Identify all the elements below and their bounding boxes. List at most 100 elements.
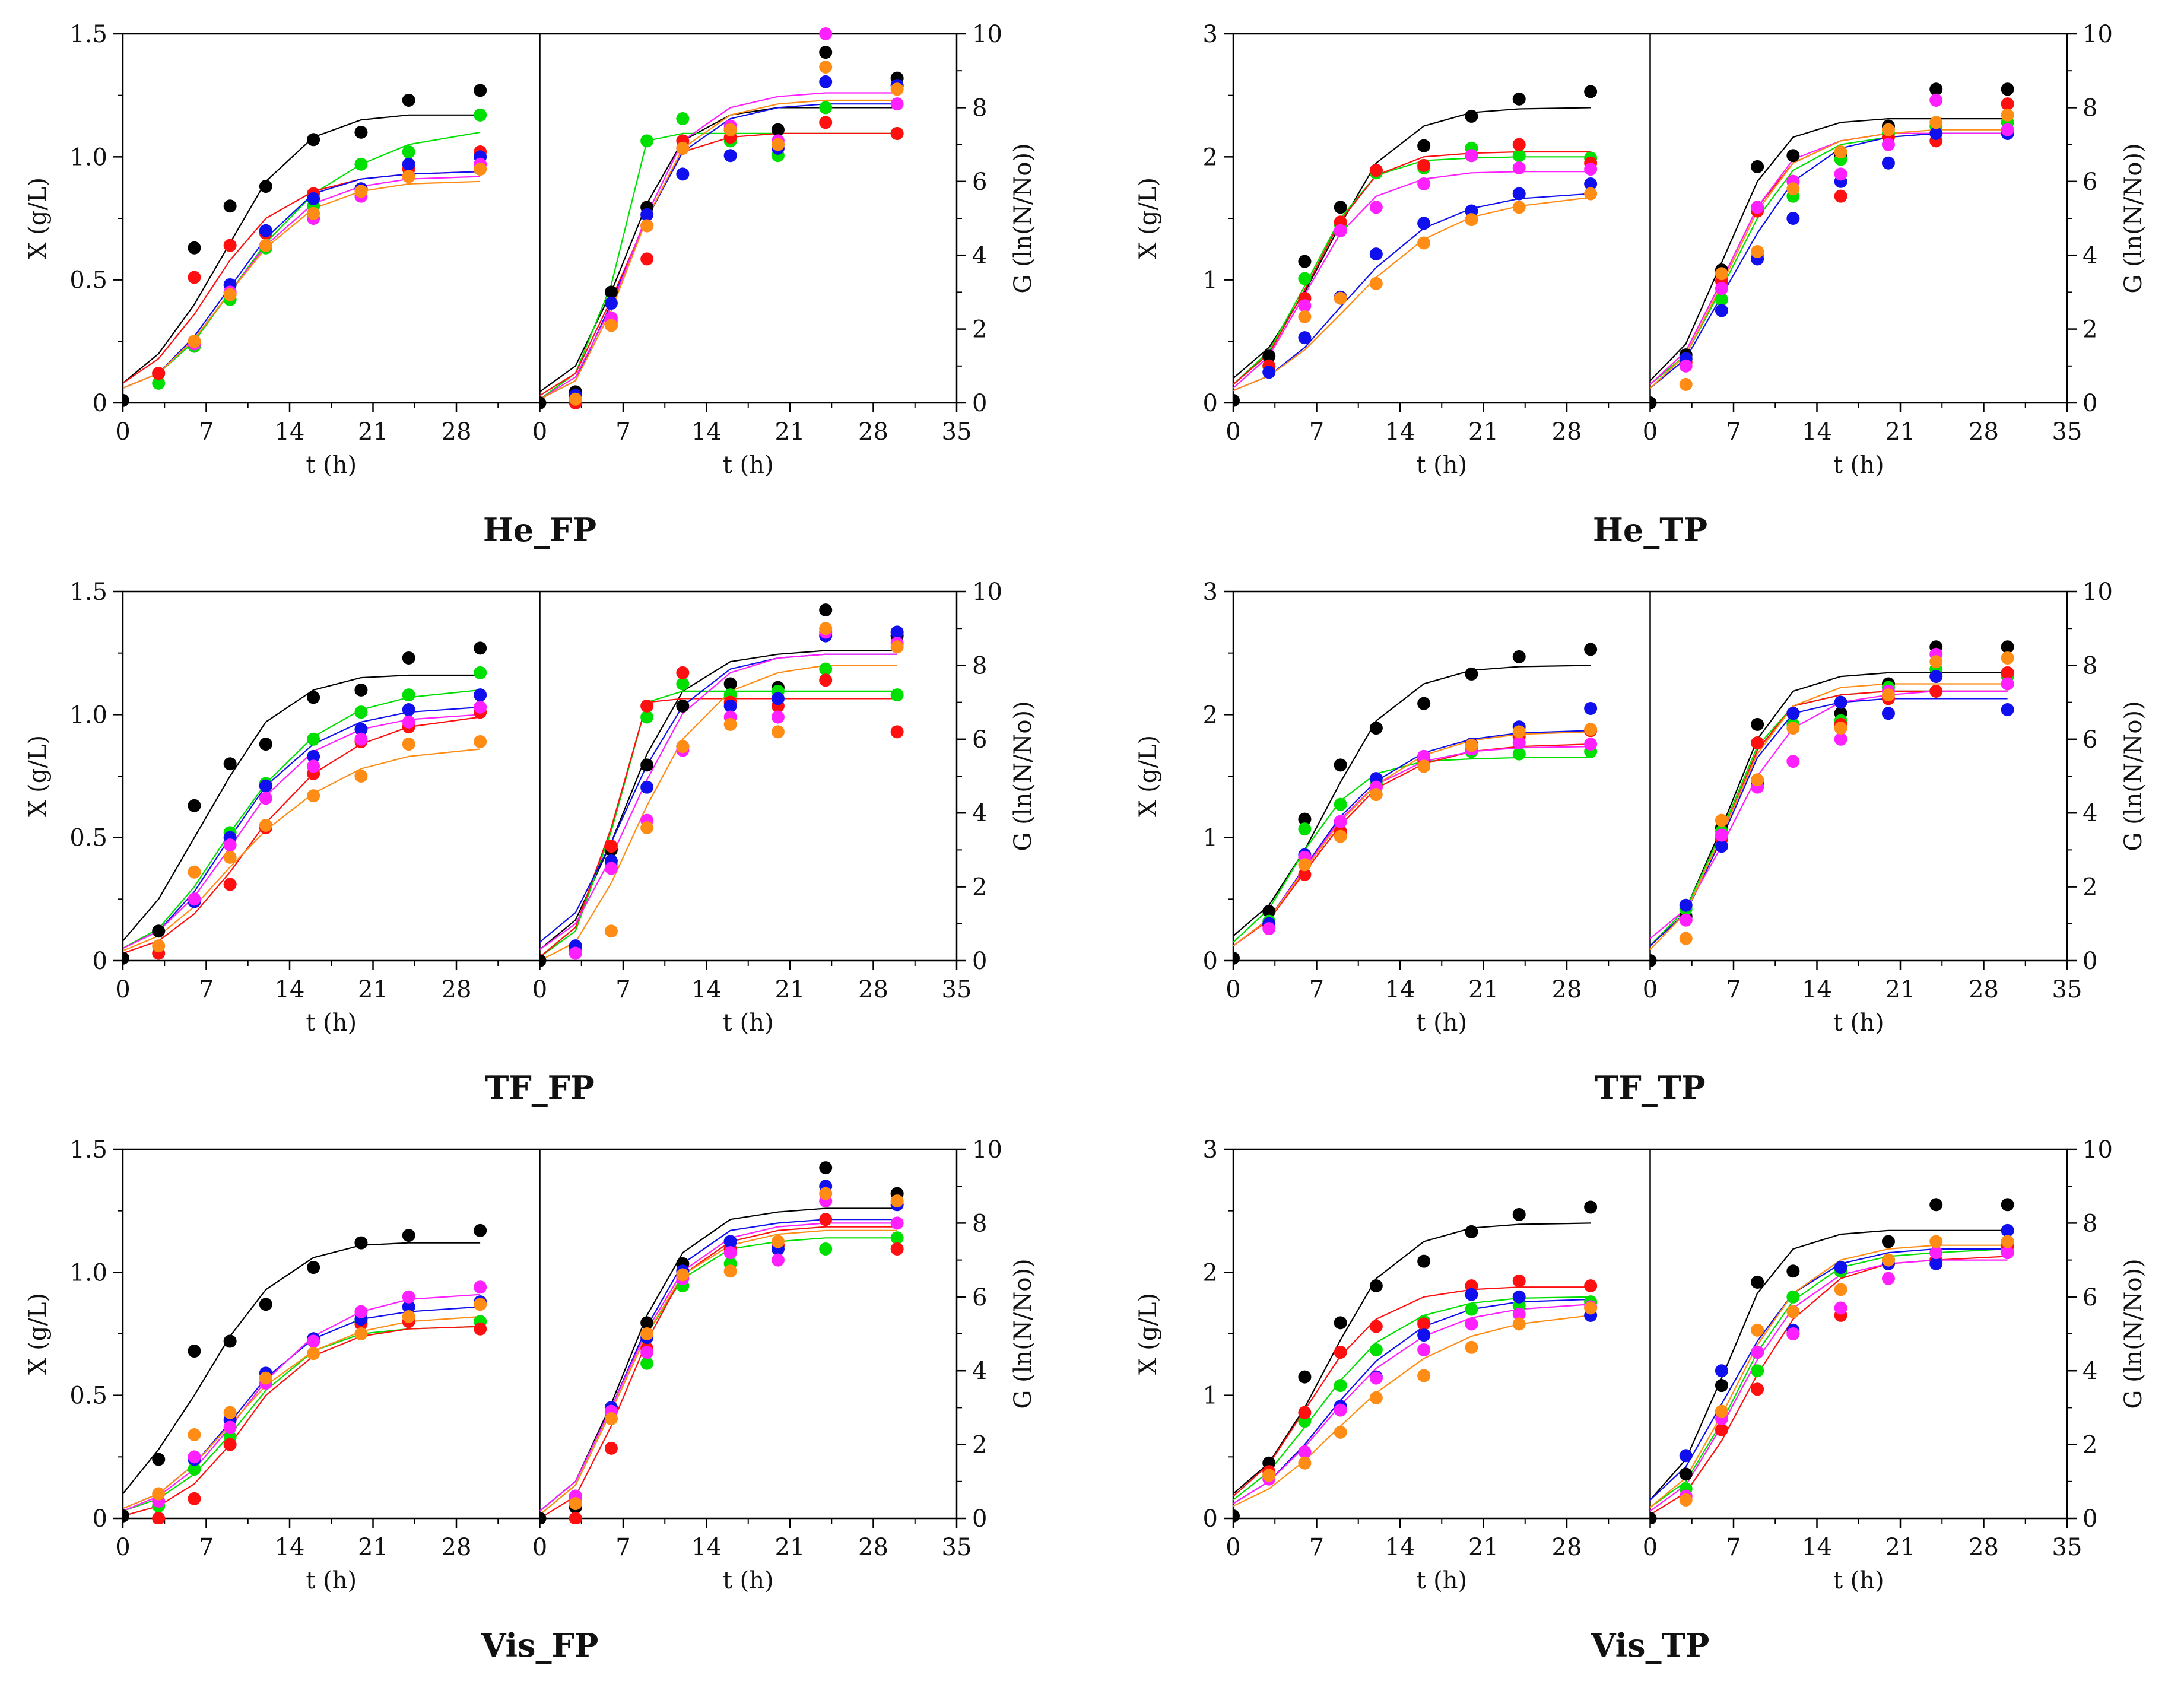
data-point-blue [1881,156,1895,170]
data-point-magenta [1262,922,1276,936]
data-point-red [1715,1423,1728,1436]
x-tick-label: 0 [1643,418,1658,446]
data-point-red [819,1213,833,1226]
data-point-black [1465,667,1478,681]
x-tick-label: 14 [691,1534,722,1561]
y-tick-label: 8 [2083,1210,2097,1237]
data-point-green [819,101,833,115]
data-point-red [1417,158,1431,172]
data-point-orange [1512,725,1526,739]
data-point-magenta [1751,1346,1764,1359]
data-point-green [152,376,166,390]
fit-curve-black [1233,1222,1591,1495]
y-tick-label: 0 [2083,390,2097,417]
y-tick-label: 2 [2083,1432,2097,1459]
data-point-orange [890,640,904,654]
data-point-red [640,699,654,713]
y-tick-label: 1.5 [69,21,107,48]
data-point-orange [474,163,487,176]
data-point-orange [307,1347,320,1361]
y-axis-label-left: X (g/L) [24,177,52,259]
data-point-magenta [2001,677,2014,691]
data-point-magenta [890,97,904,111]
data-point-blue [1929,1257,1943,1270]
data-point-blue [1584,177,1598,190]
x-tick-label: 28 [858,1534,888,1561]
left-subplot: 0 7 14 21 28 t (h) 0 1 2 3 X (g/L) [1135,1136,1610,1594]
y-tick-label: 10 [972,579,1002,606]
x-tick-label: 0 [532,976,547,1003]
x-axis-label: t (h) [1416,1009,1467,1037]
data-point-red [569,1512,582,1524]
data-point-red [819,673,833,687]
data-point-magenta [1298,299,1312,313]
data-point-orange [1369,1391,1383,1404]
data-point-red [890,1242,904,1256]
x-tick-label: 0 [1643,1534,1658,1561]
x-tick-label: 21 [1885,418,1916,446]
data-point-orange [771,1235,785,1248]
fit-curve-green [1233,757,1591,943]
data-point-black [539,396,547,409]
data-point-black [223,199,237,213]
data-point-orange [2001,1235,2014,1248]
data-point-red [474,1322,487,1336]
fit-curve-red [1233,1286,1591,1497]
x-tick-label: 35 [2052,976,2083,1003]
fit-curve-black [539,1207,897,1512]
data-point-black [123,951,129,965]
data-layer [123,84,487,407]
data-point-black [1929,1198,1943,1212]
data-point-black [676,699,690,713]
x-tick-label: 35 [942,976,972,1003]
data-point-orange [1334,291,1347,305]
data-point-green [819,662,833,676]
data-point-blue [1465,1288,1478,1301]
data-point-blue [1929,126,1943,140]
fit-curve-black [539,650,897,951]
data-point-magenta [474,1280,487,1294]
data-point-black [223,1334,237,1348]
data-point-blue [1786,212,1800,225]
data-point-red [604,1441,618,1455]
data-point-green [188,1463,201,1476]
data-point-orange [1334,1425,1347,1439]
x-tick-label: 7 [199,1534,214,1561]
fit-curve-magenta [1650,132,2008,385]
data-point-black [1298,255,1312,268]
y-tick-label: 4 [2083,800,2097,827]
panel-title: He_FP [483,511,596,549]
y-tick-label: 8 [972,1210,987,1237]
data-point-orange [1584,1301,1598,1315]
data-point-magenta [1465,149,1478,163]
data-point-black [259,180,272,193]
y-tick-label: 1.5 [69,579,107,606]
fit-curve-magenta [539,92,897,400]
data-point-black [771,123,785,136]
fit-curve-magenta [1233,1304,1591,1505]
x-tick-label: 14 [1802,418,1832,446]
data-point-blue [1679,898,1693,912]
data-point-magenta [223,838,237,852]
fit-curve-red [539,132,897,396]
x-tick-label: 14 [1802,976,1832,1003]
data-point-green [474,108,487,122]
data-point-red [1369,164,1383,177]
left-subplot: 0 7 14 21 28 t (h) 0 0.5 1.0 1.5 X (g/L) [24,579,499,1037]
data-point-orange [676,141,690,155]
data-point-magenta [223,1420,237,1434]
data-point-orange [1334,829,1347,843]
panel-he-fp: 0 7 14 21 28t (h)00.51.01.5X (g/L)0 7 14 21 28 35… [24,21,1037,549]
data-point-red [819,116,833,129]
data-point-magenta [1584,738,1598,751]
data-point-blue [402,1300,415,1314]
data-point-green [640,1356,654,1370]
data-point-green [1298,272,1312,285]
y-tick-label: 4 [2083,1358,2097,1385]
x-tick-label: 35 [2052,418,2083,446]
x-tick-label: 14 [1385,1534,1415,1561]
right-subplot: 0 7 14 21 28 35 t (h) 0 2 4 6 8 10 G (ln(N/No)) [1643,1136,2147,1594]
left-subplot: 0 7 14 21 28 t (h) 0 0.5 1.0 1.5 X (g/L) [24,1136,499,1594]
data-point-orange [640,1327,654,1340]
data-point-magenta [1881,1272,1895,1285]
